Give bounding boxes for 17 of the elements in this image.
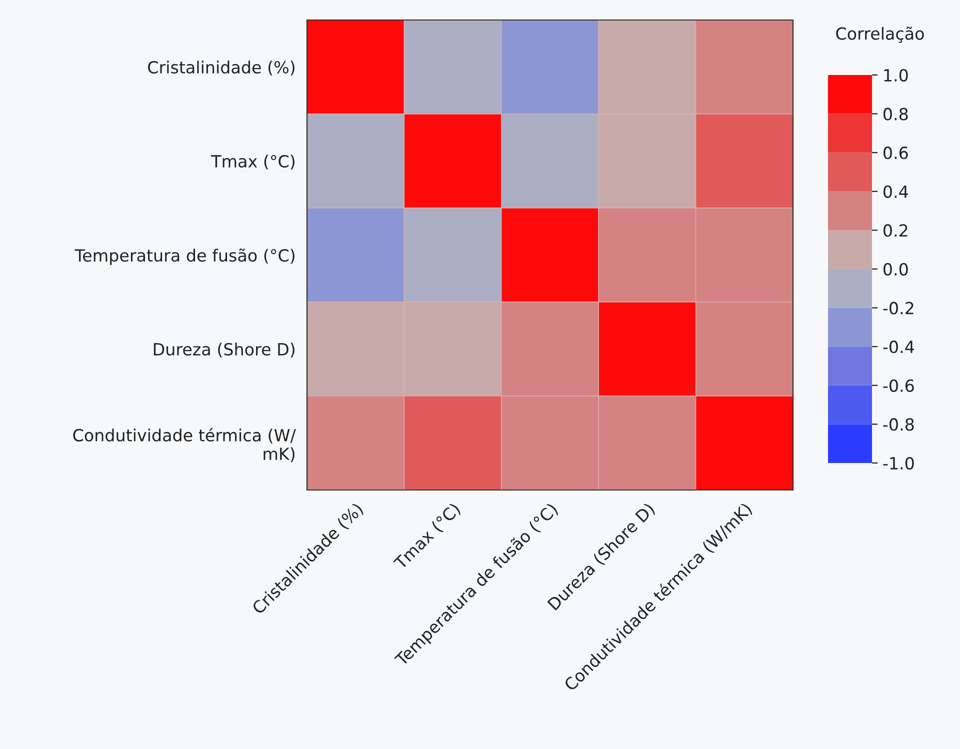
y-tick-label: Condutividade térmica (W/ mK) [73, 428, 296, 462]
color-bar-label: -1.0 [883, 456, 914, 470]
color-bar-label: -0.6 [883, 379, 914, 392]
color-bar-label: -0.2 [883, 302, 914, 314]
color-bar-label: 0.8 [884, 108, 908, 120]
color-bar-label: 0.0 [884, 262, 908, 276]
color-bar-label: -0.8 [883, 418, 914, 431]
y-tick-label: Temperatura de fusão (°C) [74, 248, 294, 265]
color-bar-label: 0.4 [884, 185, 908, 198]
color-bar-label: 0.6 [884, 146, 908, 160]
color-bar-title: Correlação [836, 26, 924, 43]
y-tick-label: Dureza (Shore D) [154, 342, 294, 358]
y-tick-label: Cristalinidade (%) [148, 60, 294, 76]
y-tick-label: Tmax (°C) [211, 154, 294, 170]
color-bar-label: 0.2 [884, 224, 908, 237]
color-bar-label: -0.4 [883, 340, 914, 354]
color-bar-label: 1.0 [884, 68, 908, 82]
